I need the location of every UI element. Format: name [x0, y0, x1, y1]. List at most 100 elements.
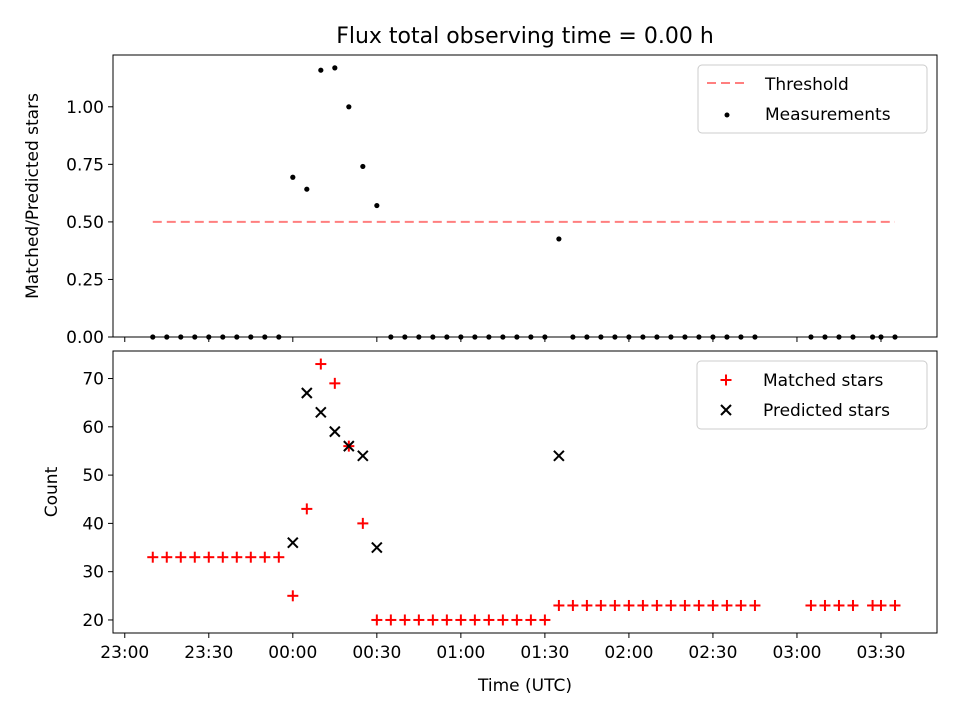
matched-star-point	[203, 551, 215, 563]
matched-star-point	[273, 551, 285, 563]
count-y-tick-label: 30	[82, 563, 104, 583]
matched-star-point	[693, 599, 705, 611]
measurement-point	[808, 334, 814, 340]
matched-star-point	[427, 614, 439, 626]
matched-star-point	[553, 599, 565, 611]
matched-star-point	[595, 599, 607, 611]
matched-star-point	[833, 599, 845, 611]
ratio-legend: Threshold Measurements	[697, 64, 928, 134]
count-points	[147, 358, 901, 626]
measurement-point	[570, 334, 576, 340]
matched-star-point	[679, 599, 691, 611]
matched-star-point	[189, 551, 201, 563]
matched-star-point	[539, 614, 551, 626]
x-tick-label: 02:00	[604, 643, 653, 663]
ratio-legend-box	[697, 64, 928, 134]
measurement-point	[486, 334, 492, 340]
matched-star-point	[357, 517, 369, 529]
legend-measurements-swatch	[724, 112, 730, 118]
measurement-point	[290, 174, 296, 180]
x-tick-label: 00:30	[352, 643, 401, 663]
predicted-star-point	[343, 440, 355, 452]
matched-star-point	[413, 614, 425, 626]
matched-star-point	[441, 614, 453, 626]
measurement-point	[850, 334, 856, 340]
x-tick-label: 01:30	[520, 643, 569, 663]
measurement-point	[640, 334, 646, 340]
matched-star-point	[721, 599, 733, 611]
ratio-y-tick-label: 0.00	[66, 328, 104, 348]
x-tick-label: 23:30	[184, 643, 233, 663]
matched-star-point	[819, 599, 831, 611]
legend-predicted-swatch	[720, 404, 732, 416]
ratio-y-tick-label: 0.25	[66, 270, 104, 290]
matched-star-point	[245, 551, 257, 563]
matched-star-point	[623, 599, 635, 611]
x-tick-label: 03:00	[772, 643, 821, 663]
measurement-point	[892, 334, 898, 340]
count-y-tick-label: 70	[82, 370, 104, 390]
ratio-plot-panel: Flux total observing time = 0.00 h 0.00 0…	[23, 24, 938, 348]
matched-star-point	[483, 614, 495, 626]
measurement-point	[192, 334, 198, 340]
measurement-point	[528, 334, 534, 340]
measurement-point	[220, 334, 226, 340]
matched-star-point	[231, 551, 243, 563]
count-y-tick-label: 50	[82, 466, 104, 486]
predicted-star-point	[315, 406, 327, 419]
measurement-point	[262, 334, 268, 340]
measurement-point	[164, 334, 170, 340]
measurement-point	[332, 65, 338, 71]
measurement-point	[402, 334, 408, 340]
matched-star-point	[637, 599, 649, 611]
measurement-point	[724, 334, 730, 340]
matched-star-point	[287, 590, 299, 602]
ratio-y-ticks: 0.00 0.25 0.50 0.75 1.00	[66, 98, 113, 348]
legend-matched-swatch	[720, 374, 732, 386]
legend-matched-label: Matched stars	[763, 371, 883, 391]
legend-threshold-label: Threshold	[764, 75, 849, 95]
measurement-point	[304, 186, 310, 192]
matched-star-point	[847, 599, 859, 611]
measurement-point	[276, 334, 282, 340]
matched-star-point	[371, 614, 383, 626]
count-y-tick-label: 40	[82, 514, 104, 534]
measurement-point	[234, 334, 240, 340]
counts-plot-panel: 20 30 40 50 60 70 23:00 23:30 00:00 00:30 01:00 01…	[42, 350, 938, 696]
measurement-point	[514, 334, 520, 340]
matched-star-point	[259, 551, 271, 563]
ratio-y-tick-label: 0.75	[66, 155, 104, 175]
x-tick-label: 23:00	[100, 643, 149, 663]
measurement-point	[360, 163, 366, 170]
matched-star-point	[147, 551, 159, 563]
predicted-star-point	[301, 387, 313, 399]
measurement-point	[500, 334, 506, 340]
matched-star-point	[301, 503, 313, 515]
measurement-point	[752, 334, 758, 340]
measurement-point	[430, 334, 436, 340]
x-axis-label: Time (UTC)	[477, 676, 572, 696]
chart-title: Flux total observing time = 0.00 h	[336, 24, 714, 49]
legend-predicted-marker	[720, 404, 732, 416]
legend-predicted-label: Predicted stars	[763, 401, 890, 421]
matched-star-point	[329, 377, 341, 389]
ratio-x-ticks	[124, 337, 882, 342]
matched-star-point	[455, 614, 467, 626]
matched-star-point	[805, 599, 817, 611]
measurement-point	[612, 334, 618, 340]
count-y-axis-label: Count	[42, 466, 62, 517]
measurement-point	[178, 334, 184, 340]
matched-star-point	[469, 614, 481, 626]
measurement-point	[598, 334, 604, 340]
matched-star-point	[399, 614, 411, 626]
predicted-star-point	[371, 541, 383, 554]
measurement-point	[388, 334, 394, 340]
legend-measurements-label: Measurements	[765, 105, 891, 125]
x-tick-label: 02:30	[688, 643, 737, 663]
matched-star-point	[511, 614, 523, 626]
matched-star-point	[385, 614, 397, 626]
measurement-point	[346, 104, 352, 110]
measurement-point	[556, 236, 562, 242]
predicted-star-point	[329, 425, 341, 438]
predicted-star-point	[357, 450, 369, 462]
